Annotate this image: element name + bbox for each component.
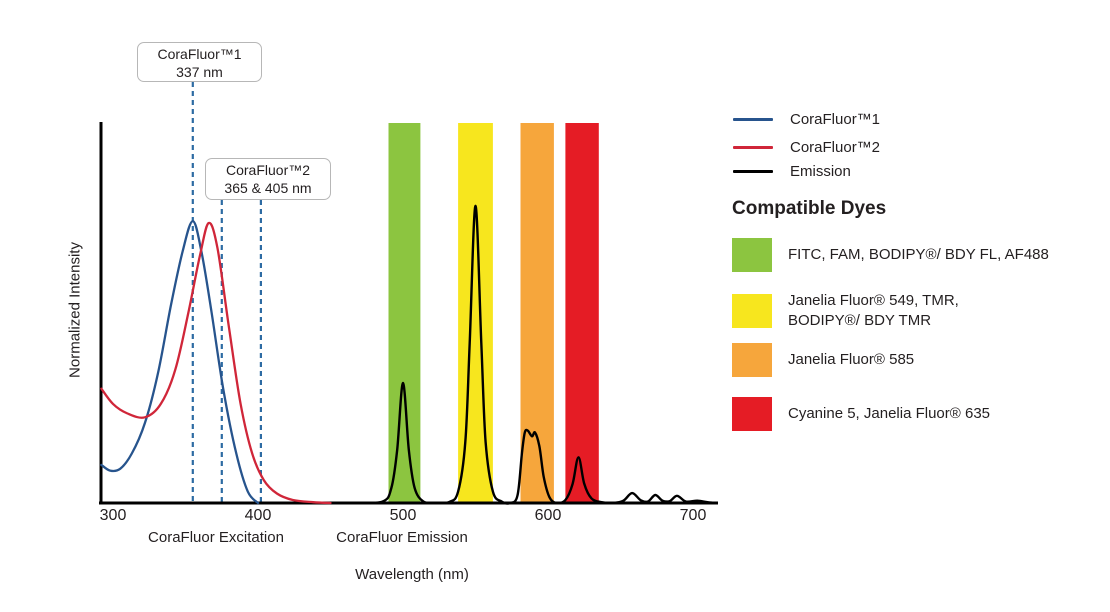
dye-row-red: Cyanine 5, Janelia Fluor® 635 — [732, 397, 990, 431]
callout-corafluor1: CoraFluor™1 337 nm — [137, 42, 262, 82]
legend-item-emission: Emission — [733, 163, 851, 180]
legend-label: CoraFluor™1 — [790, 111, 881, 128]
callout-corafluor2-value: 365 & 405 nm — [224, 180, 312, 196]
legend-item-corafluor2: CoraFluor™2 — [733, 139, 880, 156]
x-tick-300: 300 — [99, 507, 127, 524]
corafluor1-line-swatch — [733, 118, 773, 121]
spectra-chart — [99, 82, 718, 505]
curve-corafluor-2 — [100, 221, 332, 505]
emission-line-swatch — [733, 170, 773, 173]
filter-band — [565, 123, 599, 503]
x-tick-500: 500 — [389, 507, 417, 524]
x-tick-700: 700 — [679, 507, 707, 524]
emission-section-label: CoraFluor Emission — [336, 529, 468, 546]
green-filter-swatch — [732, 238, 772, 272]
corafluor2-line-swatch — [733, 146, 773, 149]
spectra-curves-group — [100, 204, 718, 505]
filter-band — [520, 123, 554, 503]
marker-lines-group — [191, 82, 262, 503]
filter-band — [458, 123, 493, 503]
orange-filter-swatch — [732, 343, 772, 377]
legend-item-corafluor1: CoraFluor™1 — [733, 111, 880, 128]
curve-emission — [352, 204, 718, 505]
red-filter-swatch — [732, 397, 772, 431]
legend-label: Emission — [790, 163, 851, 180]
x-tick-600: 600 — [534, 507, 562, 524]
callout-corafluor1-title: CoraFluor™1 — [157, 46, 242, 62]
y-axis-title: Normalized Intensity — [66, 242, 84, 378]
dye-row-yellow: Janelia Fluor® 549, TMR, BODIPY®/ BDY TM… — [732, 291, 959, 331]
dye-label: FITC, FAM, BODIPY®/ BDY FL, AF488 — [788, 246, 1049, 263]
dye-row-orange: Janelia Fluor® 585 — [732, 343, 914, 377]
dye-label: Janelia Fluor® 549, TMR, BODIPY®/ BDY TM… — [788, 292, 959, 329]
callout-corafluor2: CoraFluor™2 365 & 405 nm — [205, 158, 331, 200]
legend-label: CoraFluor™2 — [790, 139, 881, 156]
callout-corafluor2-title: CoraFluor™2 — [225, 162, 311, 178]
callout-corafluor1-value: 337 nm — [176, 64, 223, 80]
excitation-section-label: CoraFluor Excitation — [148, 529, 284, 546]
dye-label: Cyanine 5, Janelia Fluor® 635 — [788, 405, 991, 422]
dye-label: Janelia Fluor® 585 — [788, 351, 915, 368]
x-axis-title: Wavelength (nm) — [355, 566, 469, 583]
compatible-dyes-heading: Compatible Dyes — [732, 198, 887, 219]
x-tick-400: 400 — [244, 507, 272, 524]
dye-row-green: FITC, FAM, BODIPY®/ BDY FL, AF488 — [732, 238, 1049, 272]
filter-band — [388, 123, 421, 503]
curve-corafluor-1 — [100, 219, 260, 505]
filter-bands-group — [388, 123, 599, 503]
yellow-filter-swatch — [732, 294, 772, 328]
